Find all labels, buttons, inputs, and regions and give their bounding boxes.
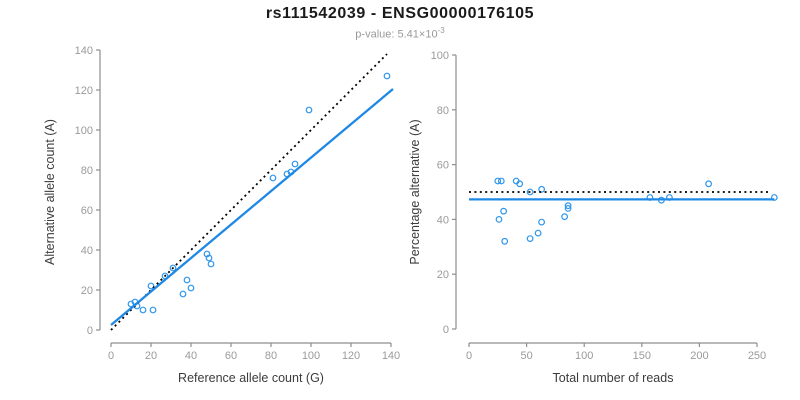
y-axis-title: Alternative allele count (A) — [43, 119, 57, 265]
data-point — [169, 264, 177, 272]
percentage-plot: 0 20 40 60 80 100 0 50 100 150 200 250 Total number … — [408, 50, 778, 385]
data-point — [500, 207, 508, 215]
x-tick-label: 80 — [265, 350, 277, 362]
x-tick-label: 0 — [466, 350, 472, 362]
y-tick-label: 0 — [443, 324, 449, 336]
data-point — [305, 106, 313, 114]
y-tick-label: 100 — [431, 50, 449, 62]
data-point — [205, 254, 213, 262]
x-tick-label: 250 — [748, 350, 766, 362]
data-point — [564, 202, 572, 210]
x-axis-title: Total number of reads — [553, 371, 674, 385]
data-point — [495, 215, 503, 223]
data-point — [139, 306, 147, 314]
data-point — [269, 174, 277, 182]
data-point — [538, 218, 545, 226]
allele-count-plot: 0 20 40 60 80 100 120 140 0 20 40 60 80 100 120 140 Refe… — [43, 45, 400, 385]
data-point — [291, 160, 299, 168]
y-axis: 0 20 40 60 80 100 — [431, 50, 457, 336]
regression-line — [110, 88, 394, 326]
data-point — [526, 235, 534, 243]
data-point — [526, 188, 534, 196]
data-point — [497, 177, 505, 185]
y-tick-label: 120 — [75, 85, 93, 97]
y-tick-label: 40 — [437, 214, 449, 226]
y-tick-label: 80 — [437, 105, 449, 117]
y-tick-label: 80 — [81, 165, 93, 177]
x-tick-label: 100 — [302, 350, 320, 362]
x-tick-label: 140 — [382, 350, 400, 362]
data-point — [501, 237, 509, 245]
x-tick-label: 200 — [690, 350, 708, 362]
y-tick-label: 60 — [437, 160, 449, 172]
y-tick-label: 40 — [81, 245, 93, 257]
data-point — [149, 306, 157, 314]
x-tick-label: 0 — [108, 350, 114, 362]
data-point — [179, 290, 187, 298]
x-axis: 0 20 40 60 80 100 120 140 — [108, 342, 400, 362]
data-point — [538, 185, 545, 193]
data-points — [494, 177, 778, 245]
y-tick-label: 60 — [81, 205, 93, 217]
x-tick-label: 50 — [520, 350, 532, 362]
x-tick-label: 60 — [225, 350, 237, 362]
x-tick-label: 40 — [185, 350, 197, 362]
data-point — [383, 72, 391, 80]
data-point — [516, 180, 524, 188]
y-tick-label: 100 — [75, 125, 93, 137]
x-axis: 0 50 100 150 200 250 — [466, 342, 766, 362]
y-axis: 0 20 40 60 80 100 120 140 — [75, 45, 101, 337]
x-tick-label: 150 — [633, 350, 651, 362]
data-point — [187, 284, 195, 292]
y-tick-label: 20 — [437, 269, 449, 281]
x-tick-label: 100 — [575, 350, 593, 362]
x-tick-label: 20 — [145, 350, 157, 362]
identity-line — [110, 53, 388, 331]
x-axis-title: Reference allele count (G) — [178, 371, 324, 385]
x-tick-label: 120 — [342, 350, 360, 362]
data-point — [147, 282, 155, 290]
data-point — [561, 213, 568, 221]
data-point — [564, 204, 572, 212]
y-tick-label: 20 — [81, 285, 93, 297]
data-point — [207, 260, 215, 268]
data-point — [494, 177, 502, 185]
data-point — [183, 276, 191, 284]
data-point — [705, 180, 712, 188]
y-axis-title: Percentage alternative (A) — [408, 119, 422, 264]
y-tick-label: 0 — [87, 325, 93, 337]
y-tick-label: 140 — [75, 45, 93, 57]
data-point — [534, 229, 542, 237]
